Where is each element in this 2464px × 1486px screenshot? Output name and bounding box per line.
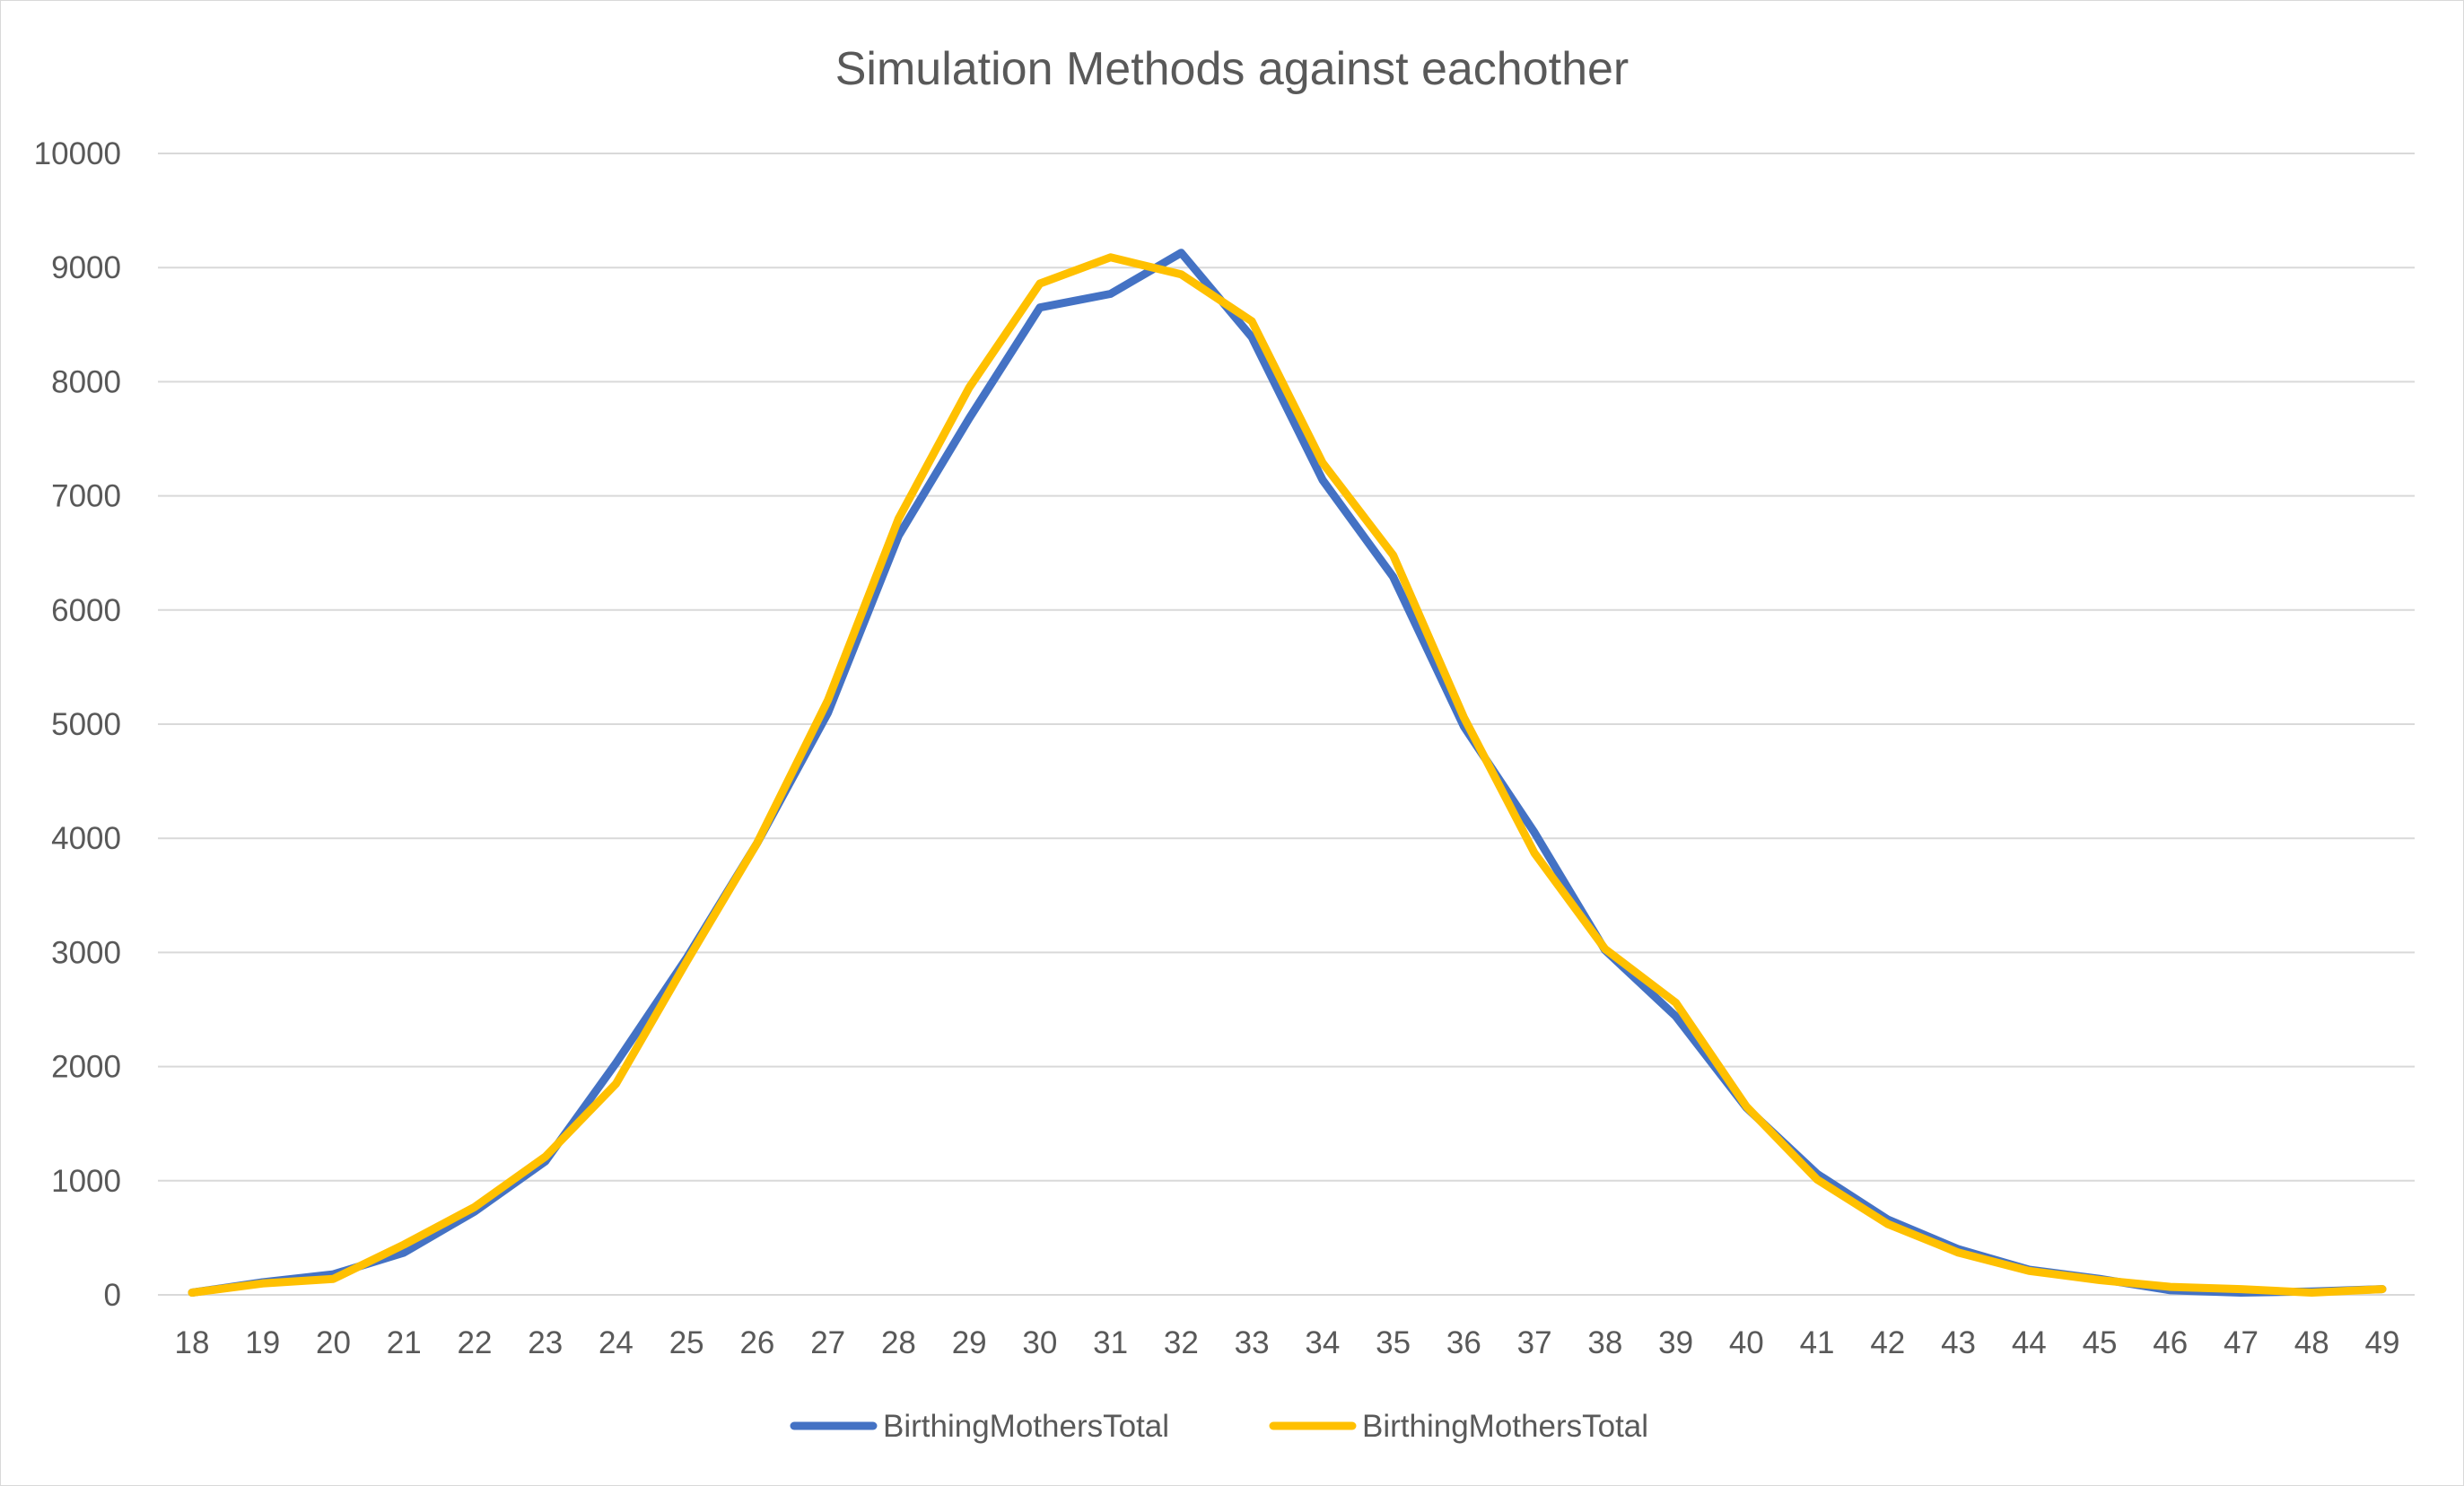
series-line-2 xyxy=(188,253,2387,1297)
x-tick-label: 43 xyxy=(1941,1325,1976,1360)
series-lines xyxy=(188,249,2387,1297)
y-tick-label: 0 xyxy=(104,1278,121,1313)
y-tick-label: 10000 xyxy=(34,136,121,171)
legend-label: BirthingMothersTotal xyxy=(1362,1409,1648,1444)
legend-item-2[interactable]: BirthingMothersTotal xyxy=(1269,1409,1648,1444)
x-tick-label: 41 xyxy=(1800,1325,1835,1360)
x-tick-label: 45 xyxy=(2083,1325,2118,1360)
x-tick-label: 34 xyxy=(1305,1325,1340,1360)
x-tick-label: 23 xyxy=(528,1325,563,1360)
x-tick-label: 44 xyxy=(2012,1325,2047,1360)
x-tick-label: 21 xyxy=(387,1325,422,1360)
legend-label: BirthingMothersTotal xyxy=(883,1409,1169,1444)
gridlines xyxy=(158,153,2415,1296)
x-tick-label: 28 xyxy=(881,1325,916,1360)
x-tick-label: 32 xyxy=(1164,1325,1199,1360)
x-tick-label: 18 xyxy=(175,1325,210,1360)
x-tick-label: 22 xyxy=(457,1325,492,1360)
series-line-1 xyxy=(188,249,2387,1297)
x-tick-label: 48 xyxy=(2294,1325,2329,1360)
x-tick-label: 31 xyxy=(1093,1325,1128,1360)
x-tick-label: 39 xyxy=(1658,1325,1693,1360)
x-tick-label: 47 xyxy=(2224,1325,2259,1360)
x-tick-label: 26 xyxy=(739,1325,774,1360)
y-axis-ticks: 0 1000 2000 3000 4000 5000 6000 7000 8000 9000 100… xyxy=(34,136,121,1313)
x-tick-label: 19 xyxy=(245,1325,280,1360)
x-axis-ticks: 18 19 20 21 22 23 24 25 26 27 28 29 30 31 32 33 34 35 36 37… xyxy=(175,1325,2400,1360)
y-tick-label: 2000 xyxy=(51,1050,121,1085)
x-tick-label: 24 xyxy=(599,1325,633,1360)
x-tick-label: 38 xyxy=(1587,1325,1622,1360)
x-tick-label: 36 xyxy=(1446,1325,1481,1360)
x-tick-label: 30 xyxy=(1022,1325,1057,1360)
x-tick-label: 25 xyxy=(669,1325,704,1360)
x-tick-label: 49 xyxy=(2365,1325,2400,1360)
x-tick-label: 46 xyxy=(2153,1325,2188,1360)
y-tick-label: 8000 xyxy=(51,364,121,399)
y-tick-label: 3000 xyxy=(51,935,121,970)
y-tick-label: 5000 xyxy=(51,707,121,742)
legend[interactable]: BirthingMothersTotal BirthingMothersTotal xyxy=(790,1409,1648,1444)
x-tick-label: 33 xyxy=(1235,1325,1270,1360)
x-tick-label: 35 xyxy=(1376,1325,1411,1360)
y-tick-label: 7000 xyxy=(51,479,121,514)
y-tick-label: 6000 xyxy=(51,593,121,628)
x-tick-label: 27 xyxy=(810,1325,845,1360)
x-tick-label: 42 xyxy=(1870,1325,1905,1360)
x-tick-label: 29 xyxy=(952,1325,987,1360)
x-tick-label: 37 xyxy=(1517,1325,1552,1360)
x-tick-label: 40 xyxy=(1729,1325,1764,1360)
legend-item-1[interactable]: BirthingMothersTotal xyxy=(790,1409,1169,1444)
x-tick-label: 20 xyxy=(316,1325,351,1360)
chart-title: Simulation Methods against eachother xyxy=(835,43,1630,95)
y-tick-label: 1000 xyxy=(51,1164,121,1199)
y-tick-label: 9000 xyxy=(51,250,121,285)
y-tick-label: 4000 xyxy=(51,821,121,856)
